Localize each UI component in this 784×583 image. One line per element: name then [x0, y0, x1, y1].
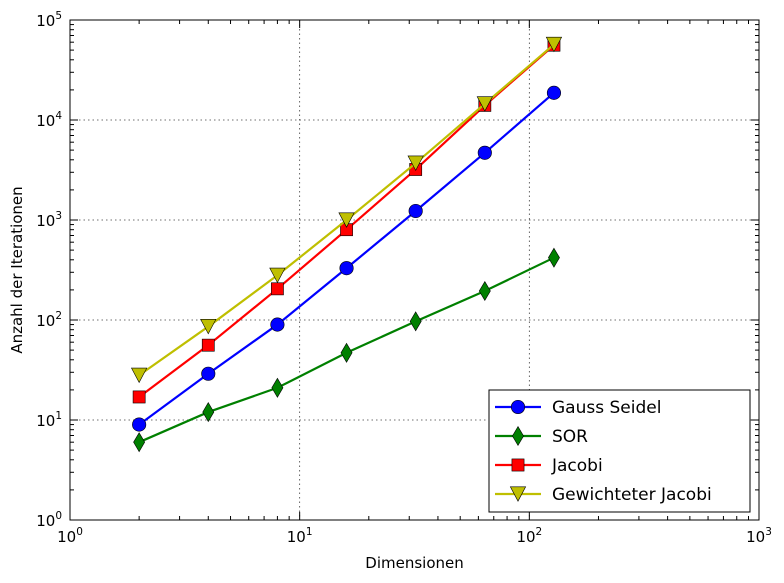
data-point-circle	[132, 417, 147, 432]
y-tick-label: 104	[36, 110, 62, 130]
data-point-triangle	[407, 155, 424, 172]
tick-labels: 100 101 102 103 100 101 102 103 104 105	[36, 10, 772, 546]
legend-item: Gewichteter Jacobi	[495, 485, 712, 505]
y-tick-label: 105	[36, 10, 62, 30]
series-gauss-seidel	[132, 85, 562, 432]
x-tick-label: 100	[57, 526, 83, 546]
data-point-square	[201, 338, 215, 352]
legend-label: Gauss Seidel	[552, 398, 661, 418]
series-sor	[133, 247, 560, 453]
data-point-circle	[510, 399, 526, 415]
legend-item: Gauss Seidel	[495, 398, 661, 418]
data-point-triangle	[200, 319, 217, 335]
data-point-circle	[270, 317, 285, 332]
y-tick-label: 103	[36, 210, 62, 230]
ticks	[69, 19, 760, 521]
series-line	[138, 43, 555, 377]
legend-label: Gewichteter Jacobi	[552, 485, 712, 505]
data-point-circle	[339, 261, 354, 276]
data-point-diamond	[409, 311, 422, 332]
y-tick-label: 102	[36, 310, 62, 330]
legend-label: SOR	[552, 427, 588, 447]
data-point-triangle	[130, 367, 148, 384]
series-layer	[130, 36, 563, 453]
x-tick-label: 102	[516, 526, 542, 546]
data-point-diamond	[271, 377, 284, 398]
data-point-circle	[546, 85, 562, 100]
legend-label: Jacobi	[551, 456, 603, 476]
data-point-diamond	[478, 280, 491, 302]
data-point-triangle	[269, 267, 286, 284]
data-point-diamond	[548, 247, 560, 268]
y-tick-label: 100	[36, 510, 62, 530]
legend-item: Jacobi	[495, 456, 603, 476]
data-point-square	[511, 458, 525, 472]
plot-area-frame	[69, 19, 760, 521]
data-point-square	[271, 282, 284, 296]
data-point-circle	[477, 145, 492, 160]
data-point-diamond	[202, 402, 215, 423]
data-point-diamond	[512, 425, 524, 447]
data-point-triangle	[338, 212, 355, 228]
series-gewichteter-jacobi	[130, 36, 563, 384]
x-tick-label: 103	[746, 526, 772, 546]
legend-box	[488, 389, 751, 513]
y-axis-label: Anzahl der Iterationen	[8, 186, 26, 353]
data-point-square	[132, 390, 146, 404]
data-point-triangle	[509, 486, 527, 502]
data-point-circle	[408, 203, 423, 219]
data-point-diamond	[133, 432, 146, 453]
x-axis-label: Dimensionen	[365, 554, 463, 572]
legend-item: SOR	[495, 425, 588, 447]
data-point-diamond	[340, 342, 353, 363]
y-tick-label: 101	[36, 410, 62, 430]
data-point-circle	[201, 366, 216, 381]
data-point-triangle	[476, 96, 493, 112]
legend: Gauss Seidel SOR Jacobi Gewichteter Jacobi	[488, 389, 751, 513]
data-point-triangle	[545, 36, 563, 53]
x-tick-label: 101	[287, 526, 313, 546]
